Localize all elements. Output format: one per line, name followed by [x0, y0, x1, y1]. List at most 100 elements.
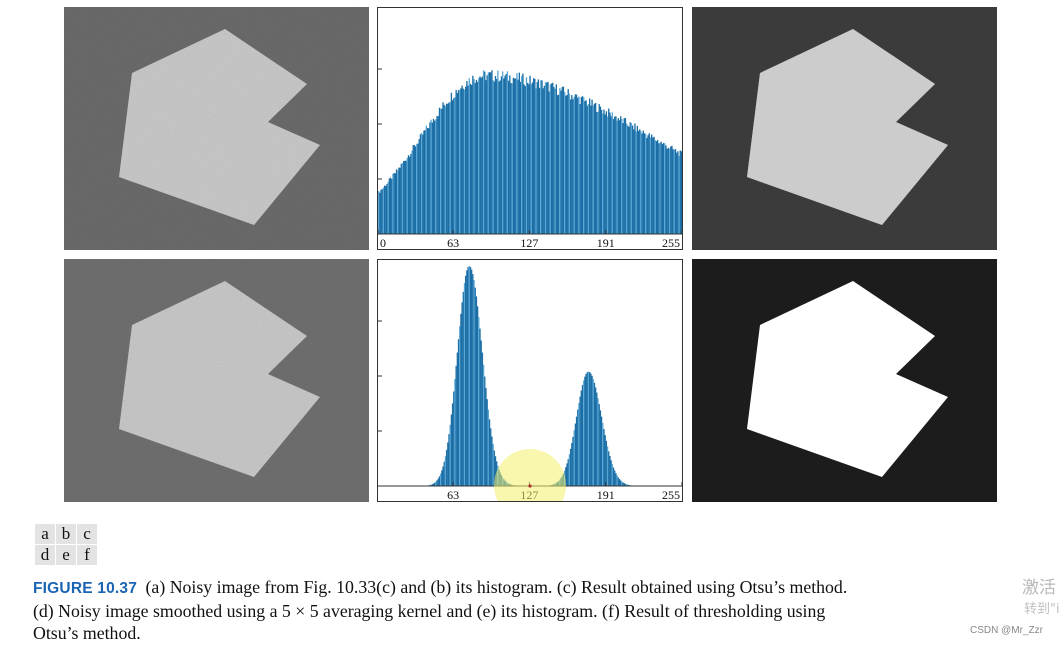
histogram-bar [466, 81, 468, 234]
histogram-bar [658, 143, 660, 234]
histogram-bar [496, 78, 498, 234]
histogram-bar [383, 185, 386, 234]
histogram-bar [579, 104, 581, 234]
histogram-bar [469, 83, 472, 234]
histogram-bar [599, 410, 602, 486]
histogram-bar [615, 473, 617, 486]
histogram-bar [460, 313, 462, 486]
histogram-bar [563, 92, 566, 234]
histogram-bar [618, 479, 621, 486]
histogram-bar [546, 82, 548, 234]
histogram-bar [482, 70, 485, 234]
histogram-bar [614, 470, 616, 486]
histogram-bar [567, 459, 569, 486]
histogram-bar [655, 141, 658, 234]
histogram-bar [636, 125, 639, 234]
histogram-bar [572, 99, 574, 234]
cursor-dot [528, 484, 532, 488]
histogram-bar [651, 134, 653, 234]
histogram-bar [573, 96, 575, 235]
histogram-bar [487, 409, 490, 486]
histogram-bar [436, 115, 438, 234]
histogram-bar [404, 160, 406, 234]
histogram-bar [624, 483, 627, 486]
histogram-bar [459, 89, 461, 234]
histogram-bar [578, 96, 580, 235]
histogram-bar [623, 483, 625, 486]
histogram-bar [531, 82, 534, 234]
histogram-bar [438, 476, 441, 486]
histogram-bar [645, 133, 647, 234]
histogram-bar [635, 131, 637, 234]
histogram-bar [554, 88, 556, 234]
histogram-bar [399, 167, 401, 234]
panel-letter: f [77, 545, 97, 565]
histogram-bar [649, 137, 652, 234]
histogram-bar [574, 94, 577, 234]
x-ticks: 0 63 127 191 255 [378, 230, 682, 249]
histogram-bar [393, 173, 395, 234]
histogram-bar [560, 90, 562, 234]
histogram-bar [538, 87, 541, 234]
histogram-bar [438, 107, 441, 234]
histogram-bar [397, 170, 399, 234]
histogram-bar [540, 80, 542, 234]
histogram-bar [621, 481, 623, 486]
histogram-bar [422, 134, 424, 234]
histogram-bar [418, 139, 420, 234]
histogram-bar [604, 435, 606, 486]
histogram-bar [568, 454, 571, 486]
histogram-bar [637, 130, 640, 234]
histogram-bar [493, 450, 495, 486]
histogram-bar [603, 429, 605, 486]
histogram-bar [654, 140, 656, 234]
histogram-bar [481, 352, 484, 486]
histogram-bar [673, 149, 675, 234]
histogram-bar [589, 372, 591, 486]
histogram-bar [678, 155, 680, 234]
histogram-bar [648, 133, 650, 234]
histogram-bar [462, 291, 464, 486]
histogram-bar [403, 160, 405, 234]
histogram-bar [664, 143, 666, 234]
histogram-bar [385, 185, 387, 234]
histogram-bar [380, 189, 382, 234]
histogram-bar [579, 396, 581, 486]
histogram-bar [674, 149, 677, 234]
histogram-bar [492, 80, 494, 234]
histogram-bar [439, 108, 442, 234]
histogram-bar [634, 123, 636, 234]
histogram-bar [425, 125, 428, 234]
histogram-bar [593, 103, 596, 234]
hexagon-noise [747, 29, 948, 225]
histogram-bar [612, 118, 615, 234]
histogram-bar [656, 139, 659, 234]
histogram-bar [387, 181, 389, 234]
histogram-bar [596, 112, 598, 234]
histogram-bar [475, 80, 478, 234]
histogram-bar [448, 102, 450, 235]
histogram-bar [605, 440, 608, 486]
histogram-bar [389, 177, 392, 234]
histogram-bar [534, 78, 536, 234]
histogram-bar [494, 456, 497, 486]
histogram-bar [602, 422, 604, 486]
histogram-bar [631, 125, 634, 234]
histogram-bar [627, 484, 629, 486]
histogram-bar [611, 112, 613, 234]
histogram-bar [467, 267, 469, 486]
panel-letter: d [35, 545, 55, 565]
histogram-bar [494, 75, 497, 235]
histogram-bar [414, 146, 417, 234]
histogram-bar [476, 306, 479, 486]
histogram-bar [558, 94, 560, 235]
histogram-bar [454, 97, 456, 234]
histogram-bar [565, 467, 567, 486]
histogram-bar [569, 448, 572, 486]
histogram-bar [434, 120, 436, 234]
histogram-bar [465, 86, 467, 234]
histogram-bar [604, 114, 606, 234]
histogram-bar [485, 80, 487, 234]
histogram-bar [451, 403, 454, 486]
histogram-bar [465, 275, 467, 486]
